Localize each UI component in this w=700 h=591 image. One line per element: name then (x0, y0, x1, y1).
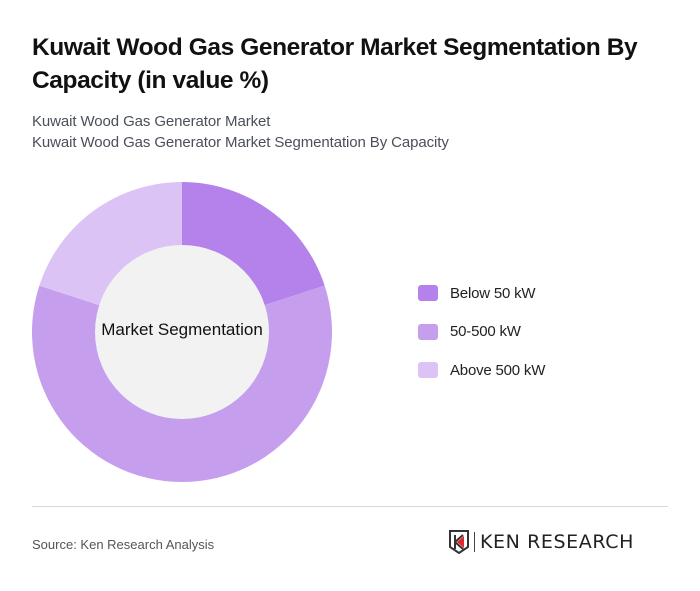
breadcrumb-market: Kuwait Wood Gas Generator Market (32, 113, 271, 130)
source-note: Source: Ken Research Analysis (32, 537, 215, 552)
footer-divider (32, 506, 668, 507)
legend-swatch (418, 362, 438, 378)
ken-research-logo-icon (449, 530, 469, 554)
breadcrumb-segmentation: Kuwait Wood Gas Generator Market Segment… (32, 134, 449, 151)
logo-text: KEN RESEARCH (480, 531, 634, 553)
logo-separator (474, 532, 475, 552)
legend-swatch (418, 323, 438, 340)
legend-label: Above 500 kW (450, 361, 546, 379)
donut-chart (32, 182, 332, 482)
ken-research-logo: KEN RESEARCH (448, 530, 634, 554)
legend-item-below-50kw: Below 50 kW (418, 283, 545, 303)
chart-title: Kuwait Wood Gas Generator Market Segment… (32, 34, 638, 94)
chart-legend: Below 50 kW 50-500 kW Above 500 kW (418, 283, 545, 399)
donut-hole (95, 245, 269, 419)
legend-swatch (418, 285, 438, 301)
legend-label: Below 50 kW (450, 284, 536, 302)
legend-item-50-500kw: 50-500 kW (418, 322, 545, 342)
legend-label: 50-500 kW (450, 323, 521, 340)
legend-item-above-500kw: Above 500 kW (418, 360, 545, 380)
